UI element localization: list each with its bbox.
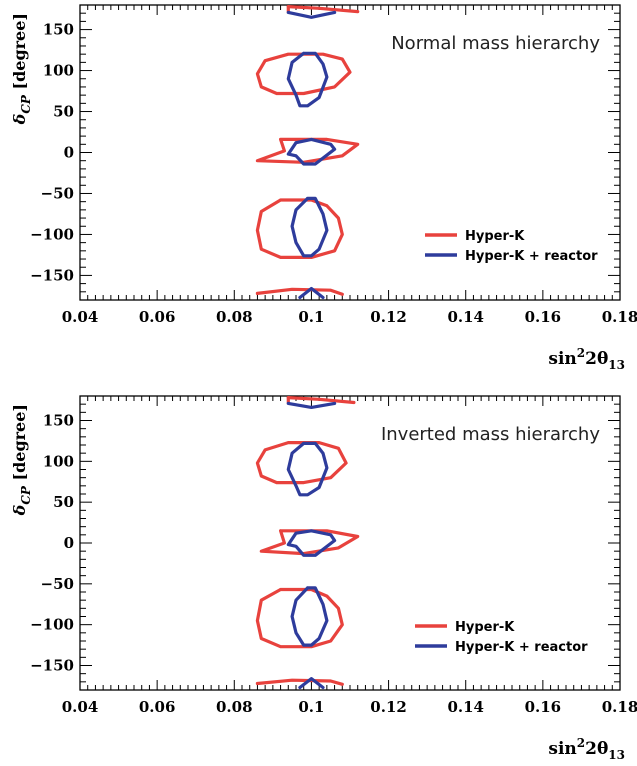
x-tick-label: 0.16 [525, 308, 562, 326]
chart-panel-normal: 0.04 0.06 0.08 0.1 0.12 0.14 0.16 0.18 −150 −100 −… [10, 4, 637, 372]
hierarchy-annotation: Inverted mass hierarchy [381, 424, 600, 445]
y-tick-label: 0 [64, 534, 74, 552]
contour-line [286, 51, 329, 108]
y-axis-label-part: CP [19, 94, 33, 114]
y-tick-label: 150 [43, 412, 74, 430]
contour-line [255, 52, 352, 96]
series-layer [255, 4, 360, 300]
contour-line [286, 396, 356, 405]
x-axis-label-part: 2 [577, 736, 585, 750]
y-axis-label: δCP [degree] [10, 13, 33, 125]
x-tick-label: 0.18 [602, 308, 637, 326]
series-hyperk-reactor [286, 401, 337, 690]
axis-ticks: 0.04 0.06 0.08 0.1 0.12 0.14 0.16 0.18 −150 −100 −… [30, 395, 637, 716]
contour-line [255, 287, 344, 296]
contour-line [286, 401, 337, 409]
contour-line [286, 529, 337, 557]
x-axis-label-part: 13 [608, 358, 625, 372]
contour-line [286, 441, 329, 497]
x-tick-label: 0.08 [216, 308, 253, 326]
contour-line [255, 198, 344, 259]
y-axis-label-part: CP [19, 485, 33, 505]
legend-label: Hyper-K [465, 229, 525, 244]
y-tick-label: 100 [43, 62, 74, 80]
contour-line [286, 4, 360, 14]
contour-line [255, 441, 348, 485]
contour-line [255, 137, 360, 164]
x-tick-label: 0.12 [370, 308, 407, 326]
y-axis-label-part: [degree] [10, 13, 29, 95]
contour-line [286, 137, 337, 166]
series-hyperk [255, 4, 360, 296]
x-axis-label-part: sin [548, 349, 576, 369]
contour-line [298, 676, 325, 690]
y-axis-label-part: δ [10, 113, 29, 125]
y-tick-label: −50 [41, 184, 74, 202]
contour-line [255, 678, 344, 686]
legend-label: Hyper-K [455, 620, 515, 635]
x-axis-label: sin22θ13 [548, 736, 625, 762]
y-tick-label: −100 [30, 616, 74, 634]
y-tick-label: 50 [53, 493, 74, 511]
x-tick-label: 0.04 [62, 308, 99, 326]
contour-line [298, 286, 325, 300]
series-layer [255, 396, 360, 690]
legend-label: Hyper-K + reactor [455, 640, 588, 655]
x-tick-label: 0.12 [370, 698, 407, 716]
y-tick-label: 150 [43, 21, 74, 39]
axis-ticks: 0.04 0.06 0.08 0.1 0.12 0.14 0.16 0.18 −150 −100 −… [30, 4, 637, 326]
x-tick-label: 0.1 [298, 308, 324, 326]
x-tick-label: 0.18 [602, 698, 637, 716]
contour-line [290, 586, 329, 647]
x-tick-label: 0.1 [298, 698, 324, 716]
y-tick-label: 100 [43, 452, 74, 470]
chart-panel-inverted: 0.04 0.06 0.08 0.1 0.12 0.14 0.16 0.18 −150 −100 −… [10, 395, 637, 762]
x-tick-label: 0.14 [447, 308, 484, 326]
x-axis-label-part: 13 [608, 748, 625, 762]
contour-line [286, 10, 337, 19]
y-tick-label: 0 [64, 144, 74, 162]
legend: Hyper-K Hyper-K + reactor [425, 229, 598, 264]
y-tick-label: −50 [41, 575, 74, 593]
x-tick-label: 0.06 [139, 308, 176, 326]
hierarchy-annotation: Normal mass hierarchy [391, 33, 600, 54]
contour-line [290, 196, 329, 258]
y-tick-label: −100 [30, 225, 74, 243]
contour-line [255, 587, 344, 649]
x-tick-label: 0.06 [139, 698, 176, 716]
x-tick-label: 0.08 [216, 698, 253, 716]
y-axis-label-part: [degree] [10, 404, 29, 486]
x-axis-label-part: 2 [577, 346, 585, 360]
y-tick-label: −150 [30, 657, 74, 675]
legend: Hyper-K Hyper-K + reactor [415, 620, 588, 655]
x-tick-label: 0.04 [62, 698, 99, 716]
x-axis-label-part: 2θ [585, 739, 608, 759]
x-tick-label: 0.16 [525, 698, 562, 716]
series-hyperk-reactor [286, 10, 337, 300]
y-tick-label: 50 [53, 103, 74, 121]
contour-line [259, 529, 360, 556]
y-axis-label: δCP [degree] [10, 404, 33, 516]
series-hyperk [255, 396, 360, 686]
y-axis-label-part: δ [10, 504, 29, 516]
legend-label: Hyper-K + reactor [465, 249, 598, 264]
x-axis-label: sin22θ13 [548, 346, 625, 372]
x-axis-label-part: sin [548, 739, 576, 759]
y-tick-label: −150 [30, 266, 74, 284]
x-axis-label-part: 2θ [585, 349, 608, 369]
x-tick-label: 0.14 [447, 698, 484, 716]
